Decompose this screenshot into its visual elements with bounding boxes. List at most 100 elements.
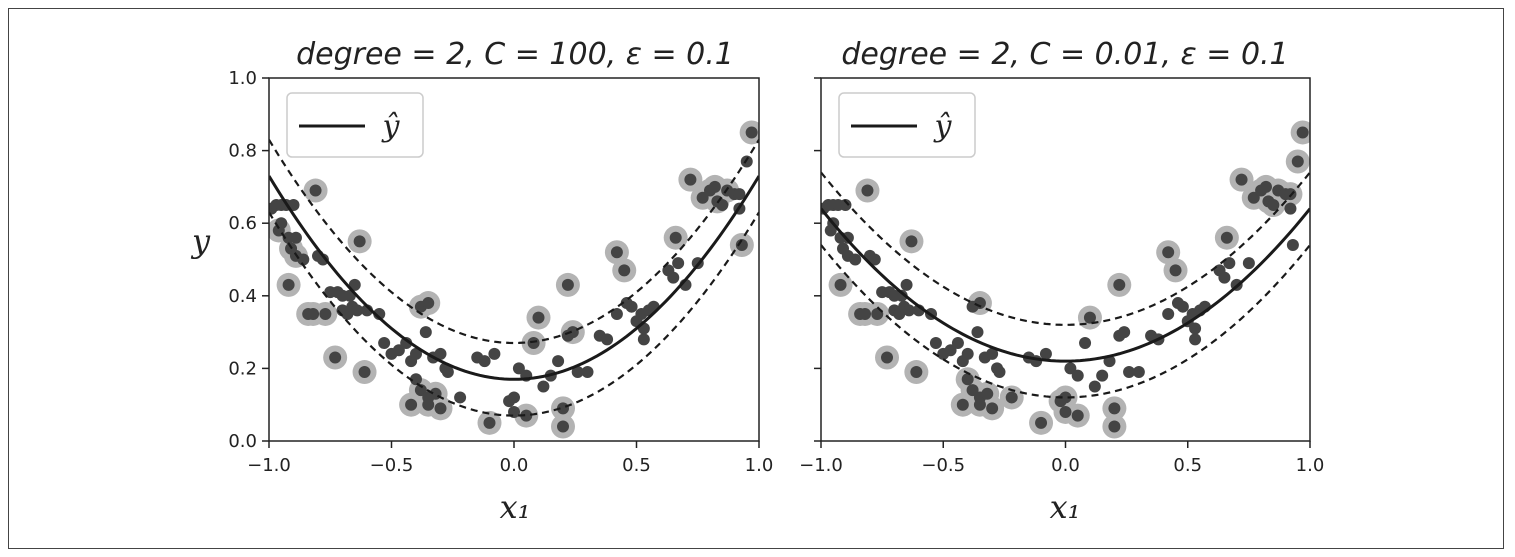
data-point bbox=[669, 231, 682, 244]
data-point bbox=[307, 307, 320, 320]
figure-frame bbox=[8, 8, 1504, 549]
data-point bbox=[895, 289, 908, 302]
data-point bbox=[610, 246, 623, 259]
data-point bbox=[1286, 238, 1299, 251]
data-point bbox=[1123, 366, 1136, 379]
data-point bbox=[1088, 380, 1101, 393]
data-point bbox=[400, 336, 413, 349]
data-point bbox=[696, 191, 709, 204]
data-point bbox=[667, 271, 680, 284]
left-y-axis-label: y bbox=[190, 222, 211, 260]
data-point bbox=[1035, 416, 1048, 429]
right-x-axis-label: x₁ bbox=[1050, 488, 1081, 526]
data-point bbox=[1220, 231, 1233, 244]
data-point bbox=[1291, 155, 1304, 168]
left-x-axis-label: x₁ bbox=[500, 488, 531, 526]
data-point bbox=[961, 373, 974, 386]
data-point bbox=[520, 409, 533, 422]
data-point bbox=[849, 253, 862, 266]
data-point bbox=[1096, 369, 1109, 382]
data-point bbox=[1079, 336, 1092, 349]
data-point bbox=[971, 326, 984, 339]
data-point bbox=[422, 398, 435, 411]
data-point bbox=[434, 347, 447, 360]
legend-label: ŷ bbox=[381, 109, 401, 144]
data-point bbox=[1242, 257, 1255, 270]
data-point bbox=[839, 199, 852, 212]
data-point bbox=[956, 398, 969, 411]
legend-label: ŷ bbox=[933, 109, 953, 144]
data-point bbox=[1189, 322, 1202, 335]
prediction-line bbox=[821, 207, 1310, 363]
y-tick-label: 0.2 bbox=[228, 358, 257, 379]
lower-margin-line bbox=[821, 244, 1310, 399]
y-tick-label: 0.4 bbox=[228, 286, 257, 307]
data-point bbox=[419, 326, 432, 339]
x-tick-label: −0.5 bbox=[370, 455, 414, 476]
data-point bbox=[1108, 420, 1121, 433]
left-panel: degree = 2, C = 100, ε = 0.1 y x₁ −1.0 −0… bbox=[190, 37, 773, 526]
data-point bbox=[512, 362, 525, 375]
data-point bbox=[1132, 366, 1145, 379]
x-tick-label: −1.0 bbox=[799, 455, 843, 476]
x-tick-label: −0.5 bbox=[921, 455, 965, 476]
data-point bbox=[488, 347, 501, 360]
data-point bbox=[1235, 173, 1248, 186]
data-point bbox=[745, 126, 758, 139]
data-point bbox=[601, 333, 614, 346]
x-tick-label: 0.5 bbox=[1173, 455, 1202, 476]
upper-margin-line bbox=[821, 171, 1310, 326]
data-point bbox=[414, 384, 427, 397]
data-point bbox=[841, 231, 854, 244]
data-point bbox=[358, 366, 371, 379]
data-point bbox=[861, 184, 874, 197]
data-point bbox=[1118, 326, 1131, 339]
data-point bbox=[1108, 402, 1121, 415]
data-point bbox=[1169, 264, 1182, 277]
data-point bbox=[973, 297, 986, 310]
y-tick-label: 0.6 bbox=[228, 213, 257, 234]
right-panel: degree = 2, C = 0.01, ε = 0.1 x₁ −1.0 −0.… bbox=[799, 37, 1324, 526]
x-tick-label: 0.0 bbox=[1051, 455, 1080, 476]
data-point bbox=[329, 351, 342, 364]
data-point bbox=[910, 366, 923, 379]
data-point bbox=[735, 238, 748, 251]
data-point bbox=[859, 307, 872, 320]
data-point bbox=[1059, 405, 1072, 418]
x-tick-label: 1.0 bbox=[1296, 455, 1325, 476]
data-point bbox=[1218, 271, 1231, 284]
data-point bbox=[900, 278, 913, 291]
x-tick-label: 0.0 bbox=[500, 455, 529, 476]
data-point bbox=[405, 398, 418, 411]
legend: ŷ bbox=[838, 92, 976, 158]
data-point bbox=[508, 391, 520, 404]
data-point bbox=[1247, 191, 1260, 204]
data-point bbox=[637, 333, 650, 346]
plot-area bbox=[821, 120, 1310, 439]
data-point bbox=[1176, 300, 1189, 313]
y-tick-label: 0.8 bbox=[228, 141, 257, 162]
data-point bbox=[986, 402, 999, 415]
data-point bbox=[1284, 202, 1297, 215]
left-panel-title: degree = 2, C = 100, ε = 0.1 bbox=[296, 37, 734, 72]
legend: ŷ bbox=[286, 92, 424, 158]
data-point bbox=[353, 235, 366, 248]
data-point bbox=[961, 347, 974, 360]
data-point bbox=[441, 366, 454, 379]
data-point bbox=[410, 373, 422, 386]
data-point bbox=[1113, 278, 1126, 291]
data-point bbox=[1296, 126, 1309, 139]
data-point bbox=[532, 311, 545, 324]
data-point bbox=[733, 188, 746, 201]
data-point bbox=[1162, 246, 1175, 259]
data-point bbox=[351, 304, 364, 317]
data-point bbox=[610, 307, 623, 320]
data-point bbox=[571, 366, 584, 379]
y-tick-label: 0.0 bbox=[228, 431, 257, 452]
data-point bbox=[993, 366, 1006, 379]
data-point bbox=[981, 387, 994, 400]
data-point bbox=[672, 257, 685, 270]
data-point bbox=[1071, 409, 1084, 422]
data-point bbox=[903, 304, 916, 317]
